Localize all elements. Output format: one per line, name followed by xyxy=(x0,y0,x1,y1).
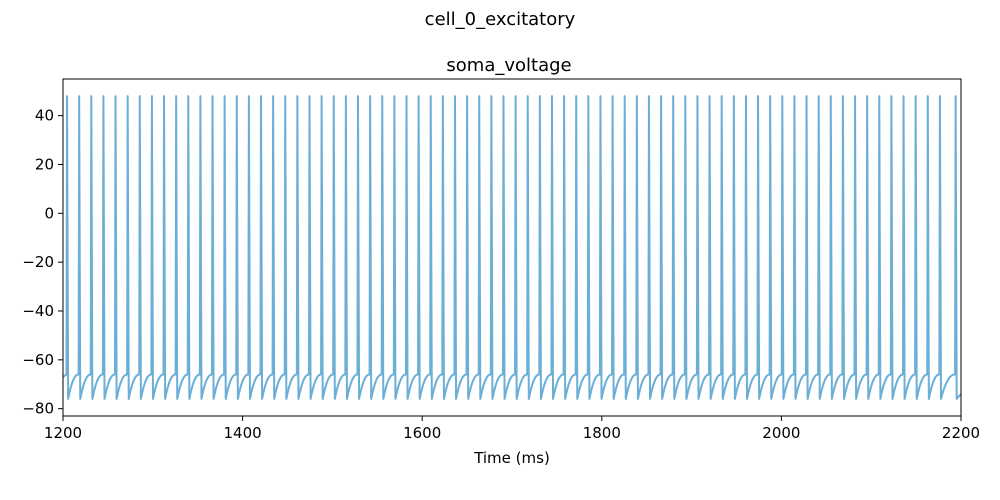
y-tick-label: −60 xyxy=(22,351,54,369)
x-tick-label: 2000 xyxy=(762,424,800,442)
x-tick-label: 1400 xyxy=(224,424,262,442)
x-tick-label: 1200 xyxy=(44,424,82,442)
x-tick-label: 2200 xyxy=(942,424,980,442)
y-tick-label: −20 xyxy=(22,253,54,271)
x-axis-label: Time (ms) xyxy=(473,449,550,467)
y-tick-label: −40 xyxy=(22,302,54,320)
chart-title: soma_voltage xyxy=(446,55,571,76)
series-line-soma-voltage xyxy=(63,95,961,400)
figure-suptitle: cell_0_excitatory xyxy=(425,9,576,30)
y-tick-label: 20 xyxy=(35,155,54,173)
y-tick-label: −80 xyxy=(22,400,54,418)
plot-frame xyxy=(62,78,962,417)
y-axis-ticks: −80 −60 −40 −20 0 20 40 xyxy=(22,107,63,418)
x-tick-label: 1800 xyxy=(583,424,621,442)
x-tick-label: 1600 xyxy=(403,424,441,442)
y-tick-label: 0 xyxy=(44,204,54,222)
x-axis-ticks: 1200 1400 1600 1800 2000 2200 xyxy=(44,416,980,442)
y-tick-label: 40 xyxy=(35,107,54,125)
plot-area xyxy=(62,78,962,417)
